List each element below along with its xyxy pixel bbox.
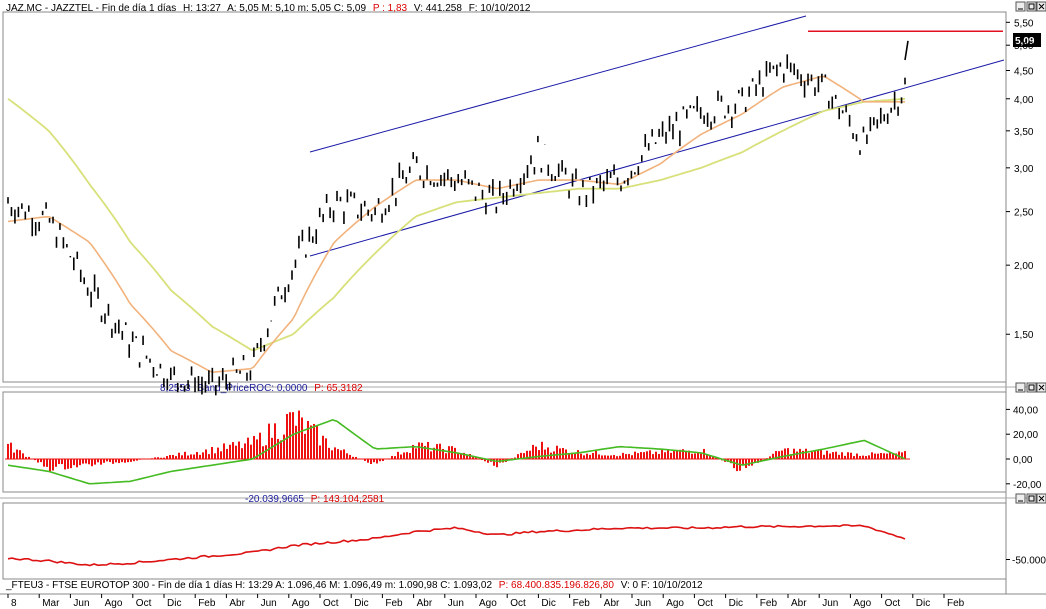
x-tick-label: Dic: [729, 598, 743, 609]
ftse-title: -20.039,9665 P: 143.104,2581: [245, 494, 385, 505]
x-tick-label: Oct: [323, 598, 339, 609]
x-tick-label: Feb: [385, 598, 403, 609]
roc-window-buttons: [1015, 382, 1046, 393]
main-title: JAZ.MC - JAZZTEL - Fin de día 1 días H: …: [6, 3, 531, 14]
minimize-button[interactable]: [1015, 1, 1026, 12]
x-tick-label: Abr: [417, 598, 433, 609]
x-tick-label: Dic: [167, 598, 181, 609]
ftse-maximize-button[interactable]: [1026, 493, 1037, 504]
ftse-title-p: P: 143.104,2581: [311, 494, 385, 505]
main-y-tick-label: 5,50: [1014, 18, 1034, 29]
upper-channel-line: [309, 15, 807, 153]
price-bar: [904, 40, 909, 61]
ftse-panel-frame: [2, 502, 1007, 580]
roc-panel-frame: [2, 391, 1007, 493]
close-icon: [1038, 384, 1045, 391]
main-y-tick-label: 2,50: [1014, 208, 1034, 219]
moving-average-long: [7, 97, 906, 352]
roc-y-tick-label: 40,00: [1013, 405, 1038, 416]
x-tick-label: Abr: [604, 598, 620, 609]
roc-title-value: 8,2553: [160, 383, 191, 394]
x-tick-label: Oct: [136, 598, 152, 609]
main-title-name: JAZ.MC - JAZZTEL - Fin de día 1 días: [6, 3, 176, 14]
x-tick-label: Jun: [822, 598, 838, 609]
x-tick-label: Dic: [916, 598, 930, 609]
x-tick-label: Abr: [791, 598, 807, 609]
main-y-tick-label: 4,50: [1014, 66, 1034, 77]
ftse-footer-tail: V: 0 F: 10/10/2012: [621, 580, 703, 591]
x-tick-label: Oct: [885, 598, 901, 609]
x-tick-label: Jun: [635, 598, 651, 609]
x-tick-label: Feb: [760, 598, 778, 609]
roc-plot: [5, 410, 910, 485]
main-y-tick-label: 3,50: [1014, 127, 1034, 138]
main-window-buttons: [1015, 1, 1046, 12]
ftse-footer-p: P: 68.400.835.196.826,80: [499, 580, 615, 591]
x-tick-label: Jun: [261, 598, 277, 609]
ftse-window-buttons: [1015, 493, 1046, 504]
roc-maximize-button[interactable]: [1026, 382, 1037, 393]
main-title-p: P : 1,83: [373, 3, 408, 14]
x-tick-label: Jun: [73, 598, 89, 609]
maximize-button[interactable]: [1026, 1, 1037, 12]
ftse-footer-main: _FTEU3 - FTSE EUROTOP 300 - Fin de día 1…: [5, 580, 492, 591]
x-tick-label: Ago: [666, 598, 684, 609]
last-price-tag-bg: [1013, 33, 1041, 47]
ftse-line: [7, 524, 906, 567]
maximize-icon: [1028, 495, 1035, 502]
roc-title-name: Band_PriceROC: 0,0000: [197, 383, 308, 394]
x-tick-label: Mar: [42, 598, 60, 609]
lower-channel-line: [309, 59, 1005, 257]
ftse-title-value: -20.039,9665: [245, 494, 304, 505]
x-tick-label: Oct: [697, 598, 713, 609]
main-title-v: V: 441.258: [414, 3, 462, 14]
main-y-tick-label: 4,00: [1014, 95, 1034, 106]
x-tick-label: Dic: [541, 598, 555, 609]
main-y-tick-label: 3,00: [1014, 164, 1034, 175]
main-y-tick-label: 2,00: [1014, 261, 1034, 272]
x-tick-label: Abr: [229, 598, 245, 609]
ftse-plot: [7, 524, 906, 567]
x-tick-label: Feb: [573, 598, 591, 609]
roc-signal-line: [7, 419, 906, 485]
x-tick-label: Ago: [853, 598, 871, 609]
x-tick-label: Feb: [947, 598, 965, 609]
roc-y-tick-label: 0,00: [1013, 455, 1033, 466]
y-axis-labels: 5,50 5,00 4,50 4,00 3,50 3,00 2,50 2,00 1,50 40,0…: [1006, 18, 1046, 567]
ftse-footer: _FTEU3 - FTSE EUROTOP 300 - Fin de día 1…: [5, 580, 703, 591]
x-tick-label: Dic: [354, 598, 368, 609]
x-tick-label: Ago: [292, 598, 310, 609]
roc-y-tick-label: -20,00: [1013, 480, 1042, 491]
close-icon: [1038, 495, 1045, 502]
roc-minimize-button[interactable]: [1015, 382, 1026, 393]
x-tick-label: Ago: [105, 598, 123, 609]
ftse-minimize-button[interactable]: [1015, 493, 1026, 504]
main-plot: [7, 15, 1005, 396]
close-icon: [1038, 3, 1045, 10]
main-title-ohlc: A: 5,05 M: 5,10 m: 5,05 C: 5,09: [227, 3, 366, 14]
main-y-tick-label: 5,00: [1014, 41, 1034, 52]
maximize-icon: [1028, 3, 1035, 10]
roc-y-tick-label: 20,00: [1013, 430, 1038, 441]
x-tick-label: Jun: [448, 598, 464, 609]
ftse-y-tick-label: -50.000: [1012, 556, 1046, 567]
roc-title: 8,2553 Band_PriceROC: 0,0000 P: 65,3182: [160, 383, 363, 394]
maximize-icon: [1028, 384, 1035, 391]
main-title-time: H: 13:27: [183, 3, 221, 14]
moving-average-short: [7, 75, 905, 374]
x-tick-label: Oct: [510, 598, 526, 609]
x-axis: 8 Mar Jun Ago Oct Dic Feb Abr Jun Ago Oct Dic Feb Abr…: [0, 593, 1046, 609]
last-price-tag: 5,09: [1015, 36, 1035, 47]
main-title-date: F: 10/10/2012: [469, 3, 531, 14]
roc-title-p: P: 65,3182: [314, 383, 363, 394]
x-tick-label: 8: [11, 598, 17, 609]
main-y-tick-label: 1,50: [1014, 330, 1034, 341]
x-tick-label: Ago: [479, 598, 497, 609]
x-tick-label: Feb: [198, 598, 216, 609]
